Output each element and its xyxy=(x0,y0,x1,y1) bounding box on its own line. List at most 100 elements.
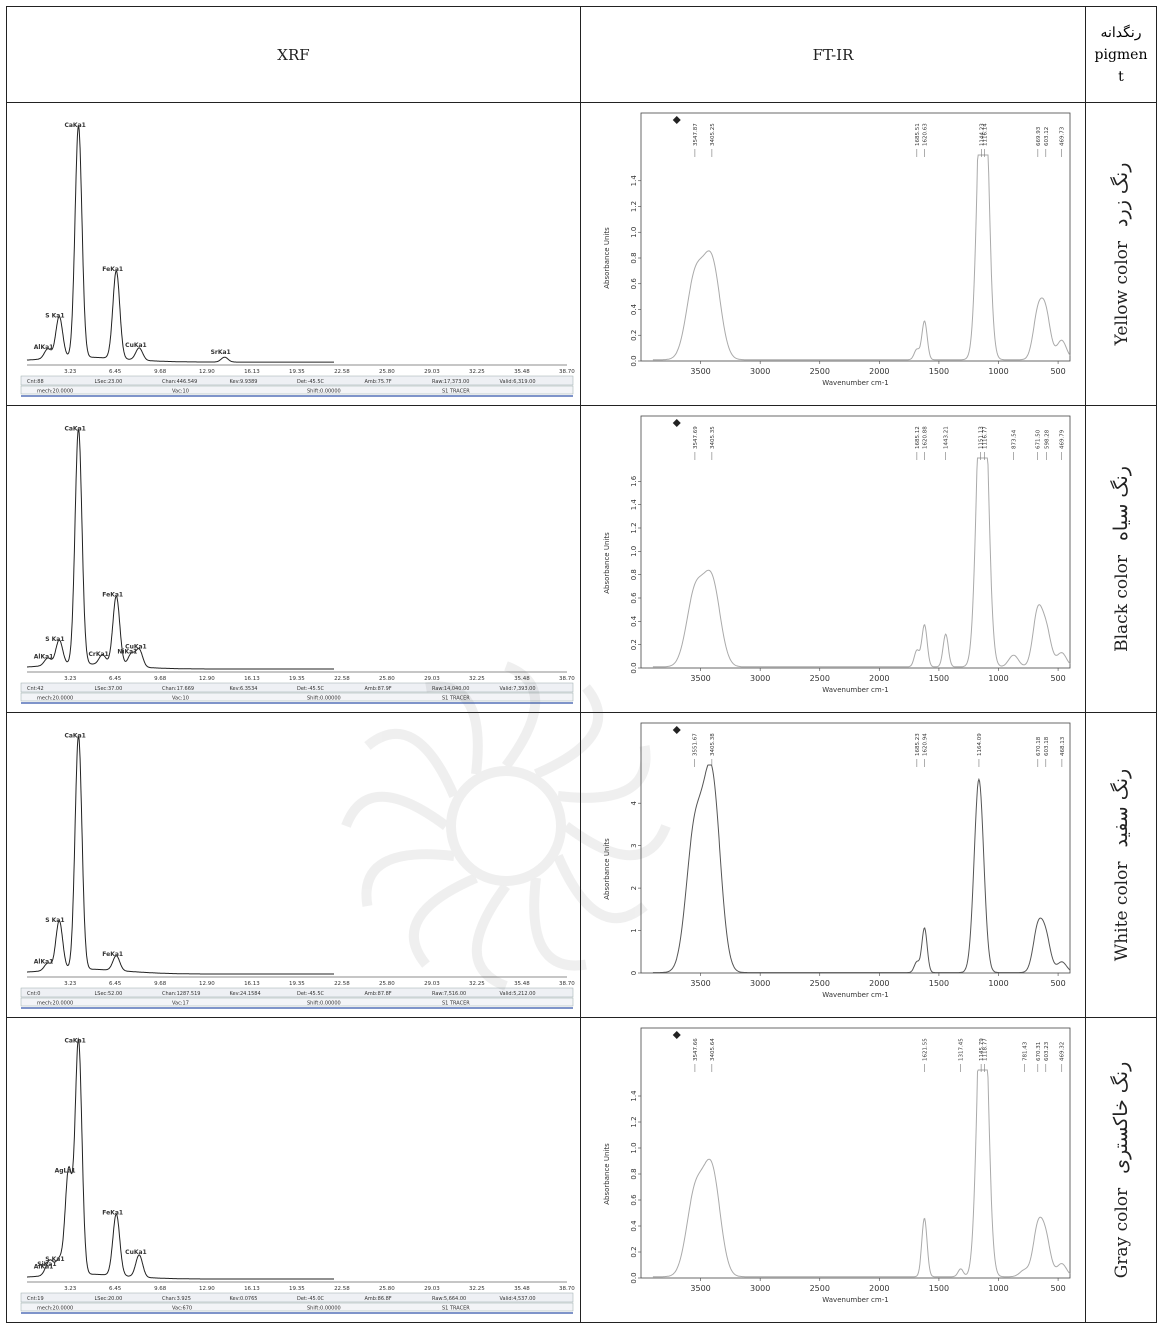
xrf-status-text: Raw:7,516.00 xyxy=(432,991,466,997)
xrf-status-text: Chan:446.549 xyxy=(162,379,197,385)
xrf-status-bar xyxy=(20,692,574,702)
ftir-x-tick-label: 1500 xyxy=(929,979,949,988)
ftir-x-tick-label: 3000 xyxy=(750,979,770,988)
ftir-y-tick-label: 0.2 xyxy=(630,330,638,341)
ftir-peak-label: 3547.69 xyxy=(693,426,699,449)
xrf-status-text: Kev:0.0765 xyxy=(230,1296,258,1302)
ftir-peak-label: 468.13 xyxy=(1060,736,1066,756)
ftir-peak-label: 1685.23 xyxy=(915,733,921,756)
ftir-x-tick-label: 2000 xyxy=(869,1284,889,1293)
xrf-peak-label: CrKa1 xyxy=(88,651,108,658)
table-row: CaKa1 AgLa1 FeKa1 CuKa1 S Ka1 SiKa1 AlKa1 3.23 6… xyxy=(6,1017,1157,1323)
xrf-tick-label: 32.25 xyxy=(469,369,485,375)
ftir-y-tick-label: 0.0 xyxy=(630,355,638,366)
ftir-x-tick-label: 2000 xyxy=(869,674,889,683)
ftir-spectrum-yellow: 0.0 0.2 0.4 0.6 0.8 1.0 1.2 1.4 Absorbance Units… xyxy=(603,112,1071,387)
header-row: XRF FT-IR رنگدانه pigmen t xyxy=(6,6,1157,103)
xrf-tick-label: 32.25 xyxy=(469,1286,485,1292)
xrf-peak-label: FeKa1 xyxy=(102,951,123,958)
ftir-peak-label: 670.31 xyxy=(1036,1042,1042,1061)
xrf-status-text: Det:-45.0C xyxy=(297,1296,325,1302)
pigment-cell: Black color رنگ سیاه xyxy=(1085,405,1157,713)
xrf-tick-label: 16.13 xyxy=(244,676,260,682)
xrf-status-text: Shift:0.00000 xyxy=(307,696,341,702)
xrf-tick-label: 12.90 xyxy=(199,981,215,987)
pigment-analysis-table: XRF FT-IR رنگدانه pigmen t CaKa1 FeKa1 S K… xyxy=(6,6,1157,1323)
ftir-y-tick-label: 1.4 xyxy=(630,499,638,511)
xrf-tick-label: 3.23 xyxy=(64,981,77,987)
ftir-y-tick-label: 0.6 xyxy=(630,278,638,290)
xrf-peak-label: CuKa1 xyxy=(125,1249,147,1256)
xrf-status-text: Amb:75.7F xyxy=(365,379,392,385)
ftir-x-tick-label: 3500 xyxy=(690,979,710,988)
ftir-spectrum-gray: 0.0 0.2 0.4 0.6 0.8 1.0 1.2 1.4 Absorbance Units… xyxy=(603,1027,1071,1304)
pigment-label: Yellow color رنگ زرد xyxy=(1110,163,1132,346)
ftir-peak-label: 1443.21 xyxy=(944,426,950,449)
xrf-peak-label: CuKa1 xyxy=(125,342,147,349)
ftir-x-tick-label: 3000 xyxy=(750,1284,770,1293)
ftir-y-tick-label: 2 xyxy=(630,886,638,890)
ftir-y-axis-label: Absorbance Units xyxy=(603,532,611,594)
ftir-x-tick-label: 3000 xyxy=(750,367,770,376)
ftir-peak-label: 669.93 xyxy=(1036,126,1042,146)
ftir-x-tick-label: 1500 xyxy=(929,1284,949,1293)
xrf-status-text: Kev:24.1584 xyxy=(230,991,261,997)
ftir-frame xyxy=(640,112,1071,362)
ftir-peak-label: 469.79 xyxy=(1060,429,1066,449)
ftir-peak-label: 1116.77 xyxy=(983,426,989,449)
xrf-status-text: Chan:1287.519 xyxy=(162,991,200,997)
xrf-tick-label: 22.58 xyxy=(334,1286,350,1292)
ftir-x-tick-label: 500 xyxy=(1050,674,1065,683)
xrf-status-text: mech:20.0000 xyxy=(37,389,73,395)
xrf-status-text: Det:-45.5C xyxy=(297,991,325,997)
xrf-status-text: LSec:23.00 xyxy=(95,379,123,385)
xrf-status-text: Raw:5,664.00 xyxy=(432,1296,466,1302)
ftir-peak-label: 1118.77 xyxy=(982,1038,988,1061)
xrf-status-bar xyxy=(20,682,574,693)
xrf-peak-label: AlKa1 xyxy=(34,344,54,351)
xrf-status-text: S1 TRACER xyxy=(442,696,470,702)
ftir-plot: 0.0 0.2 0.4 0.6 0.8 1.0 1.2 1.4 Absorbance Units… xyxy=(603,1027,1071,1304)
xrf-status-text: Chan:3.925 xyxy=(162,1296,191,1302)
ftir-y-tick-label: 0.4 xyxy=(630,303,638,315)
xrf-peak-label: SiKa1 xyxy=(37,1261,56,1268)
xrf-status-text: S1 TRACER xyxy=(442,1306,470,1312)
ftir-x-tick-label: 2500 xyxy=(810,367,830,376)
xrf-tick-label: 6.45 xyxy=(109,676,122,682)
xrf-status-bar xyxy=(20,1292,574,1303)
pigment-cell: Gray color رنگ خاکستری xyxy=(1085,1017,1157,1323)
xrf-peak-label: AgLa1 xyxy=(55,1168,76,1175)
results-table: XRF FT-IR رنگدانه pigmen t CaKa1 FeKa1 S K… xyxy=(6,6,1157,1323)
xrf-tick-label: 38.70 xyxy=(559,369,575,375)
ftir-x-tick-label: 1500 xyxy=(929,674,949,683)
header-xrf: XRF xyxy=(6,6,581,103)
ftir-peak-label: 1620.63 xyxy=(923,123,929,146)
xrf-status-text: mech:20.0000 xyxy=(37,696,73,702)
ftir-x-tick-label: 500 xyxy=(1050,367,1065,376)
pigment-fa: رنگ زرد xyxy=(1110,162,1132,227)
xrf-status-text: Shift:0.00000 xyxy=(307,389,341,395)
xrf-peak-label: S Ka1 xyxy=(45,917,64,924)
xrf-status-text: Det:-45.5C xyxy=(297,686,325,692)
ftir-y-tick-label: 1.0 xyxy=(630,227,638,238)
xrf-status-bar xyxy=(20,997,574,1007)
xrf-tick-label: 29.03 xyxy=(424,369,440,375)
xrf-peak-label: FeKa1 xyxy=(102,266,123,273)
xrf-tick-label: 3.23 xyxy=(64,369,77,375)
xrf-peak-label: SrKa1 xyxy=(211,349,231,356)
ftir-x-tick-label: 500 xyxy=(1050,1284,1065,1293)
ftir-x-axis-label: Wavenumber cm-1 xyxy=(822,379,888,387)
xrf-tick-label: 25.80 xyxy=(379,981,395,987)
ftir-x-tick-label: 500 xyxy=(1050,979,1065,988)
ftir-plot: 0.0 0.2 0.4 0.6 0.8 1.0 1.2 1.4 1.6 Absorbance Un… xyxy=(603,415,1071,694)
xrf-status-text: Amb:87.8F xyxy=(365,991,392,997)
ftir-x-tick-label: 1000 xyxy=(988,674,1008,683)
xrf-cell: CaKa1 FeKa1 S Ka1 CuKa1 NiKa1 CrKa1 AlKa1 3.23 6… xyxy=(6,405,581,713)
ftir-plot: 0 1 2 3 4 Absorbance Units 3500 3000 2500 2000 150… xyxy=(603,722,1071,999)
xrf-peak-label: CaKa1 xyxy=(64,122,85,129)
pigment-en: White color xyxy=(1112,861,1132,962)
xrf-tick-label: 6.45 xyxy=(109,1286,122,1292)
ftir-y-tick-label: 0.4 xyxy=(630,615,638,627)
xrf-status-text: mech:20.0000 xyxy=(37,1001,73,1007)
